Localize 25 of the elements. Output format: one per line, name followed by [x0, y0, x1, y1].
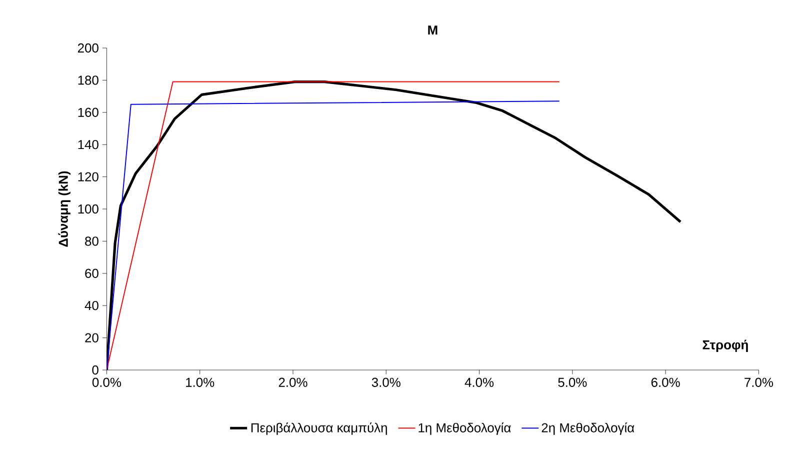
legend-label: Περιβάλλουσα καμπύλη — [251, 422, 387, 435]
y-tick-label: 60 — [85, 268, 98, 278]
x-tick-label: 3.0% — [372, 378, 400, 387]
x-tick-label: 5.0% — [558, 378, 587, 387]
y-tick-label: 80 — [85, 236, 98, 246]
x-tick-label: 1.0% — [186, 378, 214, 387]
y-axis-title: Δύναμη (kN) — [58, 171, 70, 247]
y-tick-label: 100 — [78, 204, 98, 214]
y-tick-label: 140 — [78, 140, 98, 150]
y-tick-label: 40 — [84, 301, 98, 310]
legend-label: 1η Μεθοδολογία — [418, 422, 511, 435]
y-tick-label: 20 — [85, 333, 98, 342]
y-tick-label: 120 — [78, 172, 98, 182]
x-tick-label: 4.0% — [464, 378, 494, 387]
x-tick-label: 0.0% — [92, 378, 122, 387]
chart-title: M — [428, 26, 438, 34]
y-tick-label: 0 — [92, 365, 98, 375]
x-axis-title: Στροφή — [702, 340, 748, 352]
x-tick-label: 2.0% — [278, 378, 308, 387]
legend-label: 2η Μεθοδολογία — [542, 422, 634, 435]
x-tick-label: 7.0% — [744, 378, 774, 387]
x-tick-label: 6.0% — [651, 378, 680, 387]
y-tick-label: 160 — [78, 108, 98, 117]
y-tick-label: 180 — [78, 76, 98, 85]
y-tick-label: 200 — [78, 43, 98, 53]
